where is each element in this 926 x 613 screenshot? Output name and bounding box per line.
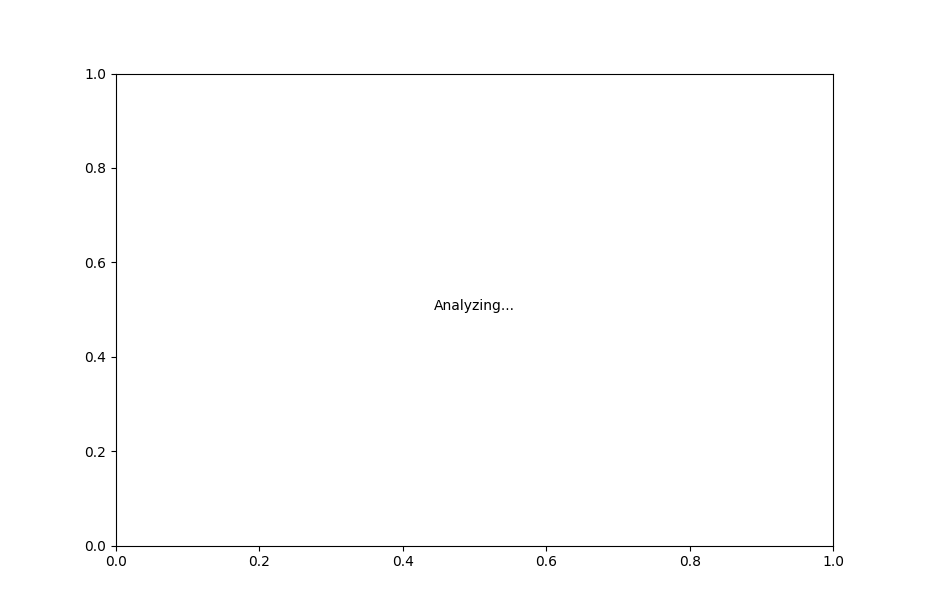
- Text: Analyzing...: Analyzing...: [434, 299, 515, 313]
